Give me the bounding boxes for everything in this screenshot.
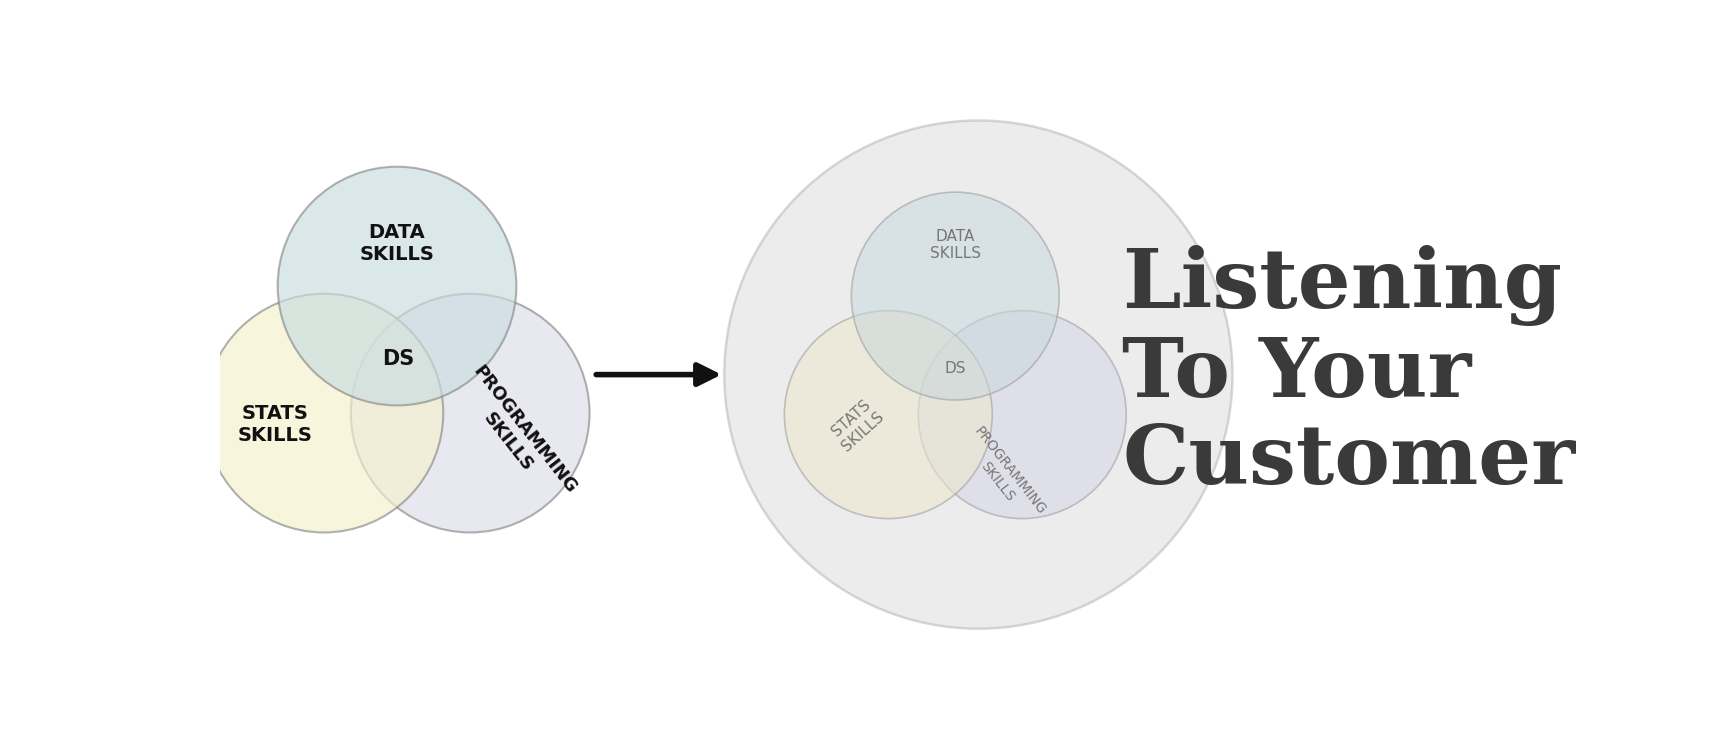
- Text: STATS
SKILLS: STATS SKILLS: [238, 404, 312, 445]
- Text: STATS
SKILLS: STATS SKILLS: [828, 396, 887, 453]
- Circle shape: [278, 167, 516, 405]
- Text: DS: DS: [945, 361, 966, 376]
- Text: DATA
SKILLS: DATA SKILLS: [359, 223, 435, 265]
- Circle shape: [852, 192, 1059, 400]
- Circle shape: [918, 310, 1126, 519]
- Circle shape: [785, 310, 992, 519]
- Circle shape: [205, 293, 443, 533]
- Circle shape: [350, 293, 590, 533]
- Text: DS: DS: [383, 349, 414, 369]
- Text: PROGRAMMING
SKILLS: PROGRAMMING SKILLS: [959, 425, 1049, 528]
- Text: DATA
SKILLS: DATA SKILLS: [930, 229, 982, 262]
- Circle shape: [724, 121, 1232, 628]
- Text: Listening
To Your
Customer: Listening To Your Customer: [1123, 245, 1575, 501]
- Text: PROGRAMMING
SKILLS: PROGRAMMING SKILLS: [452, 362, 580, 510]
